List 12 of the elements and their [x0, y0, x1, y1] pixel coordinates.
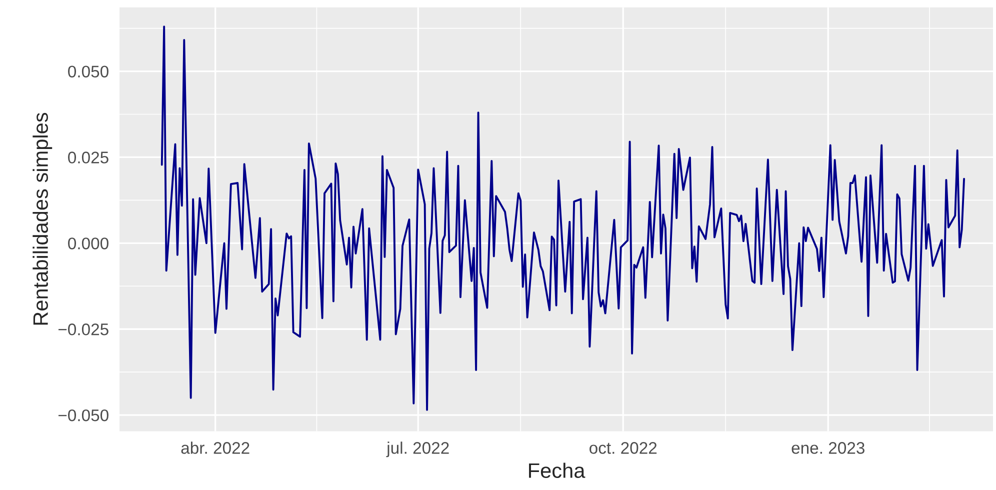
y-tick-label: −0.025 — [58, 324, 108, 336]
x-tick-label: abr. 2022 — [181, 442, 250, 454]
x-tick-label: jul. 2022 — [386, 442, 449, 458]
y-tick-label: −0.050 — [58, 409, 108, 422]
y-axis-title: Rentabilidades simples — [32, 112, 52, 325]
y-tick-label: 0.025 — [68, 152, 108, 164]
line-series — [160, 26, 966, 411]
x-tick-label: ene. 2023 — [792, 442, 864, 454]
y-tick-label: 0.050 — [68, 66, 108, 78]
x-axis-title: Fecha — [529, 462, 586, 478]
y-tick-label: 0.000 — [68, 238, 108, 250]
x-tick-label: oct. 2022 — [590, 442, 657, 454]
